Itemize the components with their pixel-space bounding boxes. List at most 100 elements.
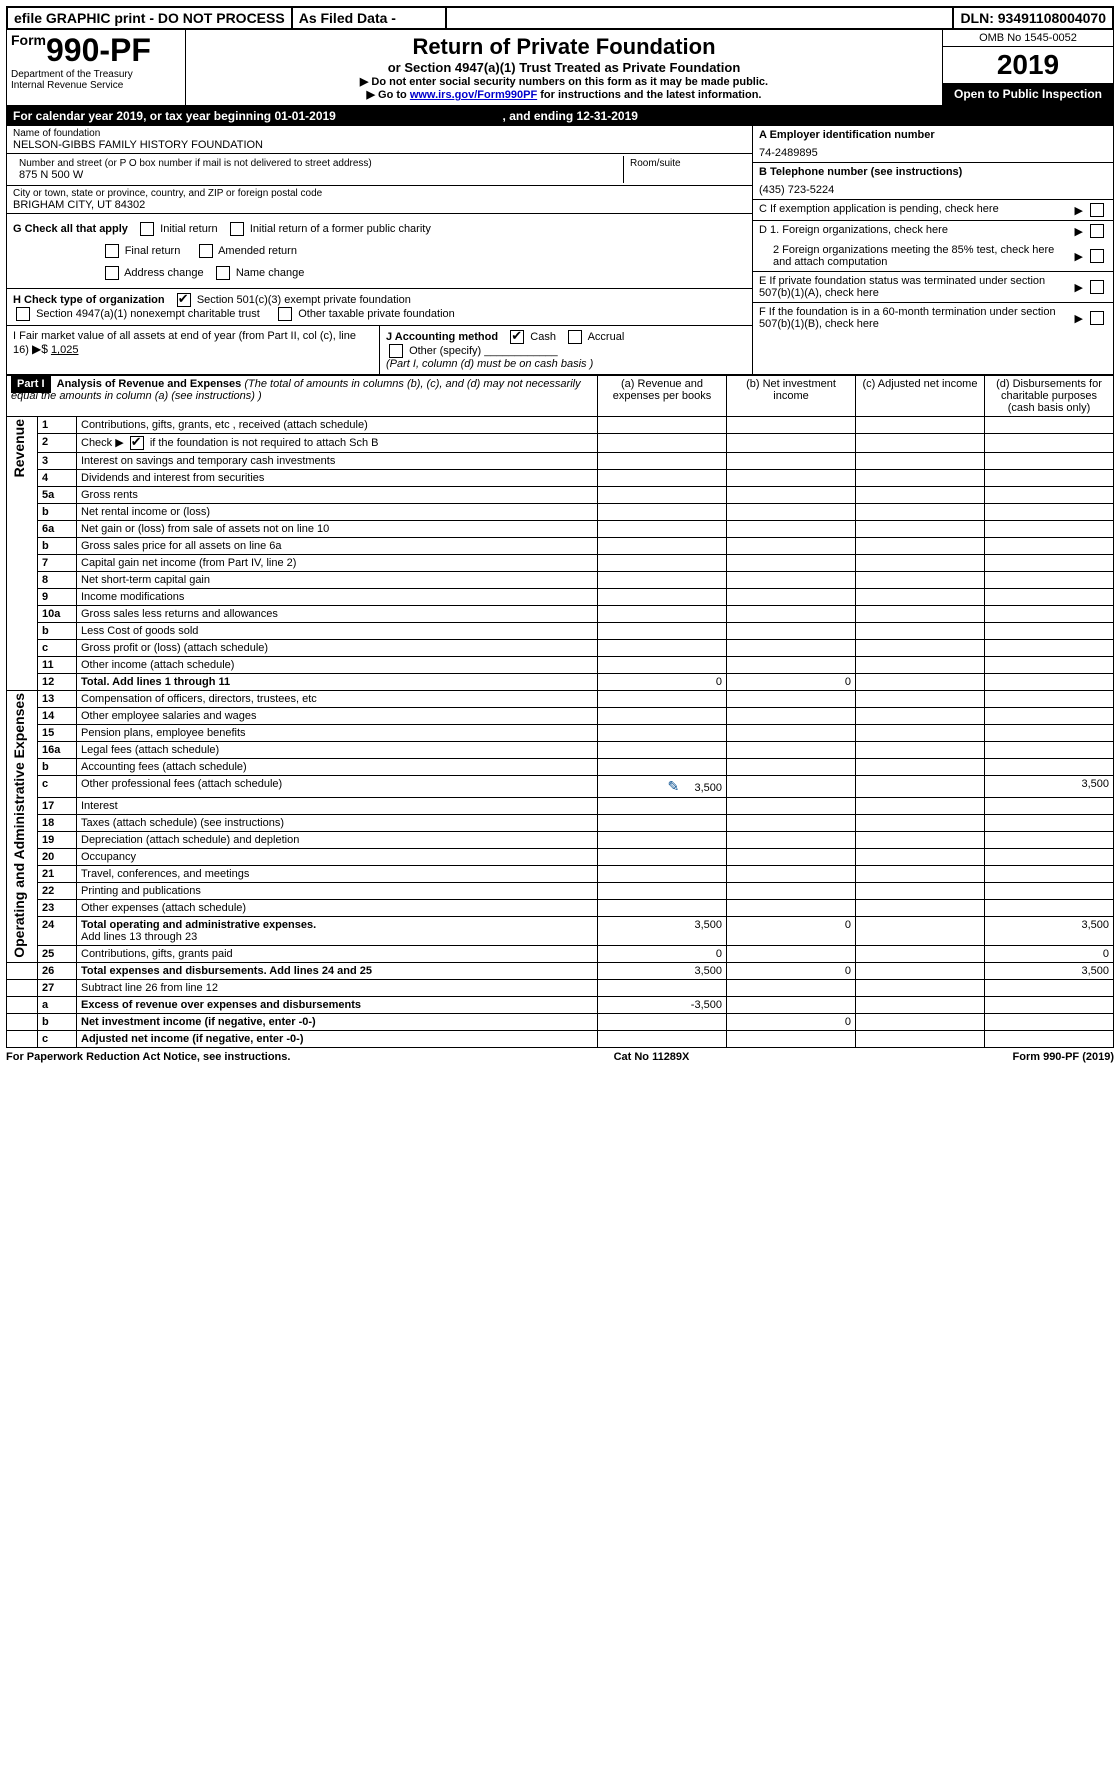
d2-text: 2 Foreign organizations meeting the 85% … (759, 244, 1071, 268)
chk-amended[interactable] (199, 244, 213, 258)
topbar-spacer (447, 8, 955, 28)
col-c-hdr: (c) Adjusted net income (856, 376, 985, 417)
r10a-n: 10a (38, 606, 77, 623)
g-o4: Amended return (218, 245, 297, 257)
asfiled-label: As Filed Data - (293, 8, 447, 28)
chk-accrual[interactable] (568, 330, 582, 344)
top-bar: efile GRAPHIC print - DO NOT PROCESS As … (6, 6, 1114, 30)
r26-a: 3,500 (598, 963, 727, 980)
city-state-zip: BRIGHAM CITY, UT 84302 (13, 199, 746, 211)
r12-n: 12 (38, 674, 77, 691)
j-accrual: Accrual (588, 331, 625, 343)
row-27: 27Subtract line 26 from line 12 (7, 980, 1114, 997)
f-cell: F If the foundation is in a 60-month ter… (753, 303, 1113, 333)
row-18: 18Taxes (attach schedule) (see instructi… (7, 815, 1114, 832)
row-13: Operating and Administrative Expenses 13… (7, 691, 1114, 708)
r24-t2: Add lines 13 through 23 (81, 931, 197, 943)
footer-left: For Paperwork Reduction Act Notice, see … (6, 1051, 290, 1063)
r26-b: 0 (727, 963, 856, 980)
name-label: Name of foundation (13, 128, 746, 139)
ein-cell: A Employer identification number 74-2489… (753, 126, 1113, 163)
form-subtitle: or Section 4947(a)(1) Trust Treated as P… (196, 60, 932, 75)
r9-n: 9 (38, 589, 77, 606)
cal-end: 12-31-2019 (577, 109, 638, 123)
r16c-n: c (38, 776, 77, 798)
addr-label: Number and street (or P O box number if … (19, 158, 617, 169)
revenue-section-label: Revenue (11, 419, 27, 477)
r10b-t: Less Cost of goods sold (77, 623, 598, 640)
r2-cell: Check ▶ if the foundation is not require… (77, 434, 598, 453)
chk-foreign-org[interactable] (1090, 224, 1104, 238)
r25-n: 25 (38, 946, 77, 963)
row-27a: aExcess of revenue over expenses and dis… (7, 997, 1114, 1014)
attachment-icon[interactable]: ✎ (667, 778, 679, 794)
r19-n: 19 (38, 832, 77, 849)
r22-t: Printing and publications (77, 883, 598, 900)
r16c-d: 3,500 (985, 776, 1114, 798)
entity-info-grid: Name of foundation NELSON-GIBBS FAMILY H… (6, 126, 1114, 375)
r27c-n: c (38, 1031, 77, 1048)
r27c-t: Adjusted net income (if negative, enter … (77, 1031, 598, 1048)
row-21: 21Travel, conferences, and meetings (7, 866, 1114, 883)
chk-status-terminated[interactable] (1090, 280, 1104, 294)
row-3: 3Interest on savings and temporary cash … (7, 453, 1114, 470)
r21-t: Travel, conferences, and meetings (77, 866, 598, 883)
entity-left: Name of foundation NELSON-GIBBS FAMILY H… (7, 126, 752, 374)
f-text: F If the foundation is in a 60-month ter… (759, 306, 1071, 330)
row-17: 17Interest (7, 798, 1114, 815)
r11-n: 11 (38, 657, 77, 674)
chk-name-change[interactable] (216, 266, 230, 280)
chk-initial-return[interactable] (140, 222, 154, 236)
h-o2: Section 4947(a)(1) nonexempt charitable … (36, 308, 260, 320)
instructions-link[interactable]: www.irs.gov/Form990PF (410, 89, 537, 101)
row-19: 19Depreciation (attach schedule) and dep… (7, 832, 1114, 849)
chk-60month[interactable] (1090, 311, 1104, 325)
r16a-n: 16a (38, 742, 77, 759)
chk-address-change[interactable] (105, 266, 119, 280)
r13-n: 13 (38, 691, 77, 708)
row-16b: bAccounting fees (attach schedule) (7, 759, 1114, 776)
form-note2: ▶ Go to www.irs.gov/Form990PF for instru… (196, 88, 932, 101)
city-cell: City or town, state or province, country… (7, 186, 752, 214)
r27b-t: Net investment income (if negative, ente… (77, 1014, 598, 1031)
part1-table: Part I Analysis of Revenue and Expenses … (6, 375, 1114, 1048)
chk-initial-former[interactable] (230, 222, 244, 236)
cal-pre: For calendar year 2019, or tax year begi… (13, 109, 274, 123)
row-24: 24Total operating and administrative exp… (7, 917, 1114, 946)
row-2: 2Check ▶ if the foundation is not requir… (7, 434, 1114, 453)
j-label: J Accounting method (386, 331, 498, 343)
chk-501c3[interactable] (177, 293, 191, 307)
r16a-t: Legal fees (attach schedule) (77, 742, 598, 759)
chk-4947a1[interactable] (16, 307, 30, 321)
chk-final-return[interactable] (105, 244, 119, 258)
r22-n: 22 (38, 883, 77, 900)
phone-label: B Telephone number (see instructions) (759, 166, 1107, 178)
section-g: G Check all that apply Initial return In… (7, 214, 752, 289)
r1-n: 1 (38, 417, 77, 434)
phone-cell: B Telephone number (see instructions) (4… (753, 163, 1113, 200)
row-15: 15Pension plans, employee benefits (7, 725, 1114, 742)
chk-schb-not-required[interactable] (130, 436, 144, 450)
efile-label: efile GRAPHIC print - DO NOT PROCESS (8, 8, 293, 28)
r2-t: Check ▶ (81, 437, 124, 449)
r27-n: 27 (38, 980, 77, 997)
footer-mid: Cat No 11289X (614, 1051, 690, 1063)
row-16c: cOther professional fees (attach schedul… (7, 776, 1114, 798)
r18-t: Taxes (attach schedule) (see instruction… (77, 815, 598, 832)
col-a-hdr: (a) Revenue and expenses per books (598, 376, 727, 417)
dept-irs: Internal Revenue Service (11, 80, 181, 91)
i-arrow: ▶$ (32, 342, 48, 356)
h-label: H Check type of organization (13, 294, 165, 306)
r3-t: Interest on savings and temporary cash i… (77, 453, 598, 470)
chk-85pct-test[interactable] (1090, 249, 1104, 263)
r27a-a: -3,500 (598, 997, 727, 1014)
chk-exemption-pending[interactable] (1090, 203, 1104, 217)
chk-cash[interactable] (510, 330, 524, 344)
ein-label: A Employer identification number (759, 129, 1107, 141)
r25-a: 0 (598, 946, 727, 963)
form-prefix: Form (11, 32, 46, 48)
form-header: Form990-PF Department of the Treasury In… (6, 30, 1114, 106)
chk-other-method[interactable] (389, 344, 403, 358)
r25-d: 0 (985, 946, 1114, 963)
chk-other-taxable[interactable] (278, 307, 292, 321)
